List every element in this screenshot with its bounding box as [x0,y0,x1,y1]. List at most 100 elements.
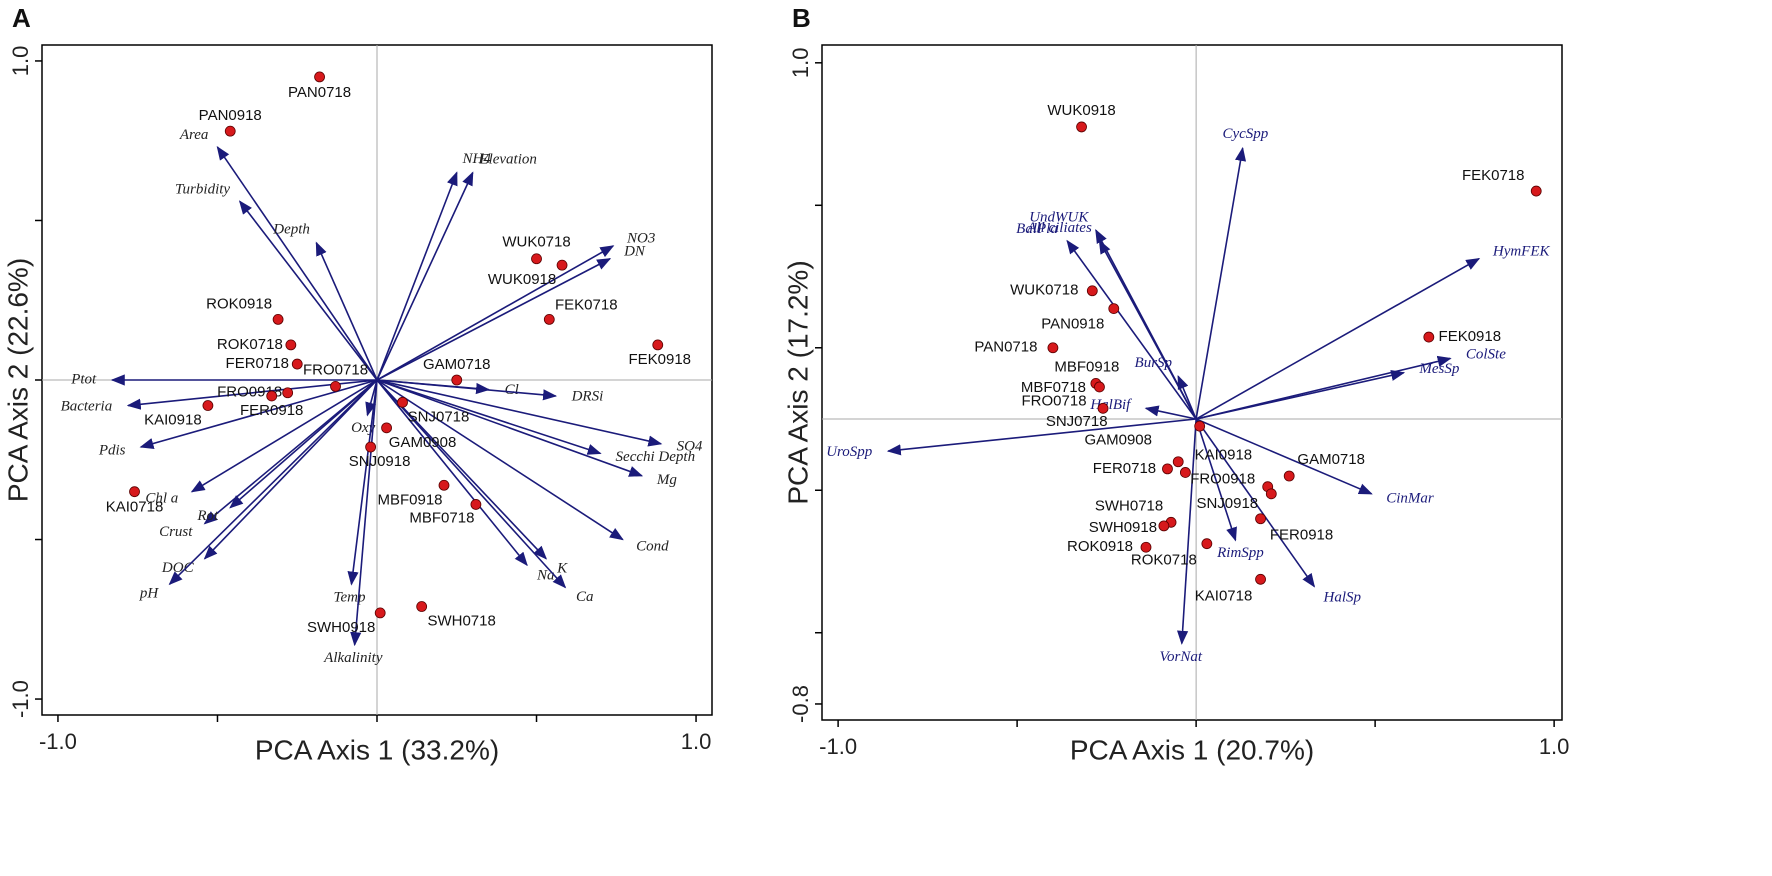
loading-arrow [350,379,378,647]
loading-label: Ca [576,589,594,605]
site-label: MBF0718 [1021,379,1086,396]
site-point [1076,121,1087,133]
loading-label: Turbidity [175,182,230,198]
loading-arrow [376,379,624,541]
site-point [1179,467,1191,478]
site-label: WUK0718 [502,234,570,251]
x-tick-label: -1.0 [819,734,857,759]
site-label: SNJ0918 [349,453,411,470]
loading-label: DRSi [571,389,604,405]
loading-arrow [190,379,378,493]
loading-arrow [376,171,474,381]
site-label: ROK0918 [1067,538,1133,555]
site-label: GAM0908 [389,434,457,451]
site-label: PAN0718 [974,339,1037,356]
site-label: FER0918 [240,402,303,419]
site-point [374,607,386,619]
loading-arrow [1195,369,1406,420]
site-point [1201,538,1213,550]
site-label: FEK0718 [1462,167,1525,184]
loading-label: pH [139,585,160,601]
site-label: FRO0718 [1022,392,1087,409]
loading-label: VorNat [1160,649,1203,665]
loading-label: BalPla [1016,221,1058,237]
site-label: SNJ0718 [408,408,470,425]
loading-label: Temp [334,590,366,606]
loading-arrow [376,379,644,477]
site-label: FEK0918 [628,351,691,368]
loading-label: Elevation [478,151,536,167]
loading-label: Rot [196,508,219,524]
site-label: FEK0718 [555,296,618,313]
site-point [129,486,140,498]
site-label: FRO0918 [1190,471,1255,488]
loading-label: Pdis [98,442,126,458]
site-label: ROK0918 [206,295,272,312]
loading-arrow [1195,258,1481,420]
loading-label: RimSpp [1216,545,1264,561]
site-point [1086,285,1098,297]
loading-arrow [376,379,528,567]
loading-arrow [216,145,378,381]
site-label: MBF0718 [409,509,474,526]
loading-label: MesSp [1418,361,1459,377]
site-point [1255,573,1266,585]
site-point [365,441,377,453]
site-label: SWH0918 [307,619,375,636]
loading-label: DOC [161,560,195,576]
site-label: MBF0918 [1054,358,1119,375]
site-point [330,380,341,392]
loading-arrow [376,379,558,401]
loading-label: Crust [159,524,193,540]
site-label: KAI0918 [1195,446,1253,463]
site-point [1140,541,1152,553]
site-label: FRO0718 [303,361,368,378]
loading-label: Depth [272,221,310,237]
loading-arrow [1066,239,1197,420]
loading-label: DN [623,244,646,260]
loading-arrow [1098,239,1197,420]
panel-label: A [12,3,31,33]
site-label: SNJ0718 [1046,413,1108,430]
site-point [1158,520,1170,532]
site-point [291,358,303,370]
loading-label: Secchi Depth [616,449,696,465]
y-axis-title: PCA Axis 2 (22.6%) [2,258,33,502]
site-label: KAI0918 [144,411,202,428]
loading-label: BurSp [1135,355,1173,371]
site-point [314,71,325,83]
loading-label: HalBif [1089,397,1132,413]
site-label: SWH0718 [427,612,495,629]
loading-label: Bacteria [61,398,113,414]
site-point [1423,331,1435,343]
site-point [451,374,463,386]
loading-label: SO4 [677,438,703,454]
loading-label: Ptot [70,371,97,387]
site-point [282,387,294,399]
loading-label: UndWUK [1029,209,1089,225]
loading-label: Chl a [145,490,178,506]
loading-arrow [238,200,378,381]
loading-arrow [203,379,378,560]
loading-arrow [886,418,1197,456]
x-axis-title: PCA Axis 1 (20.7%) [1070,734,1314,765]
loading-arrow [229,379,378,509]
loading-arrow [376,379,548,560]
site-point [543,313,555,325]
site-label: GAM0908 [1084,432,1152,449]
site-point [381,422,392,434]
loading-arrow [1195,146,1247,420]
y-tick-label: -0.8 [788,685,813,723]
x-tick-label: 1.0 [1539,734,1570,759]
loading-label: Area [179,127,209,143]
site-label: SWH0918 [1089,519,1157,536]
site-label: PAN0918 [1041,316,1104,333]
site-label: FER0918 [1270,527,1333,544]
loading-arrow [365,379,378,417]
loading-arrow [376,171,458,381]
site-point [1047,342,1059,354]
site-label: GAM0718 [423,356,491,373]
loading-arrow [376,245,615,381]
